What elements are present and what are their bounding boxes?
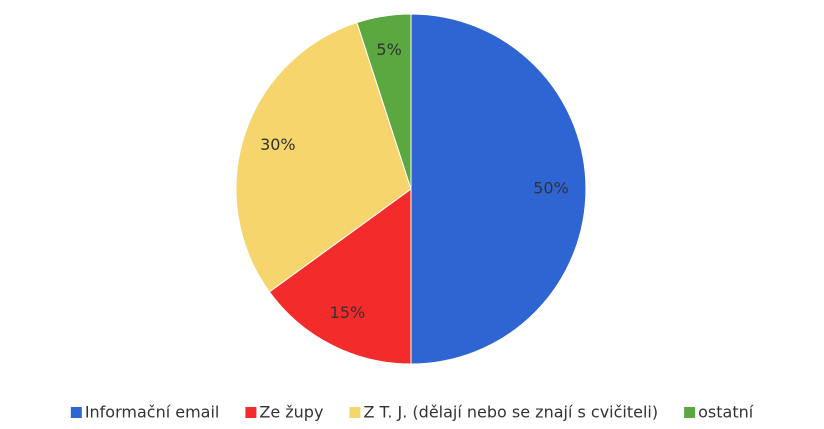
- legend-swatch: [245, 407, 257, 418]
- data-label: 30%: [260, 135, 296, 154]
- legend-swatch: [349, 407, 361, 418]
- data-label: 15%: [330, 303, 366, 322]
- legend-swatch: [70, 407, 82, 418]
- legend-label: Ze župy: [259, 403, 323, 422]
- pie-slice: [356, 13, 412, 190]
- legend-label: Informační email: [85, 403, 220, 422]
- legend-label: Z T. J. (dělají nebo se znají s cvičitel…: [363, 403, 658, 422]
- data-label: 50%: [533, 179, 569, 198]
- pie-slice: [268, 188, 412, 365]
- pie-slice: [235, 21, 412, 293]
- pie-slice: [410, 13, 587, 365]
- legend-swatch: [684, 407, 696, 418]
- data-label: 5%: [376, 40, 401, 59]
- legend-label: ostatní: [698, 403, 754, 422]
